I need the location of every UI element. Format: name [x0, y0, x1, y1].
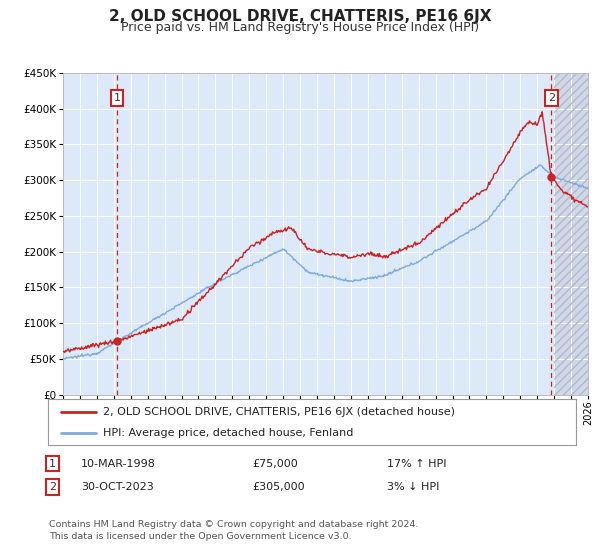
Bar: [554, 73, 588, 395]
Text: £305,000: £305,000: [252, 482, 305, 492]
Text: Contains HM Land Registry data © Crown copyright and database right 2024.
This d: Contains HM Land Registry data © Crown c…: [49, 520, 419, 541]
Text: 1: 1: [113, 93, 121, 103]
Text: 1: 1: [49, 459, 56, 469]
Text: Price paid vs. HM Land Registry's House Price Index (HPI): Price paid vs. HM Land Registry's House …: [121, 21, 479, 34]
Text: 3% ↓ HPI: 3% ↓ HPI: [387, 482, 439, 492]
Text: 2: 2: [548, 93, 555, 103]
Text: £75,000: £75,000: [252, 459, 298, 469]
Bar: [554, 73, 588, 395]
Text: 30-OCT-2023: 30-OCT-2023: [81, 482, 154, 492]
Text: HPI: Average price, detached house, Fenland: HPI: Average price, detached house, Fenl…: [103, 428, 354, 438]
Text: 2, OLD SCHOOL DRIVE, CHATTERIS, PE16 6JX: 2, OLD SCHOOL DRIVE, CHATTERIS, PE16 6JX: [109, 9, 491, 24]
Text: 17% ↑ HPI: 17% ↑ HPI: [387, 459, 446, 469]
Text: 2, OLD SCHOOL DRIVE, CHATTERIS, PE16 6JX (detached house): 2, OLD SCHOOL DRIVE, CHATTERIS, PE16 6JX…: [103, 407, 455, 417]
Text: 10-MAR-1998: 10-MAR-1998: [81, 459, 156, 469]
Text: 2: 2: [49, 482, 56, 492]
